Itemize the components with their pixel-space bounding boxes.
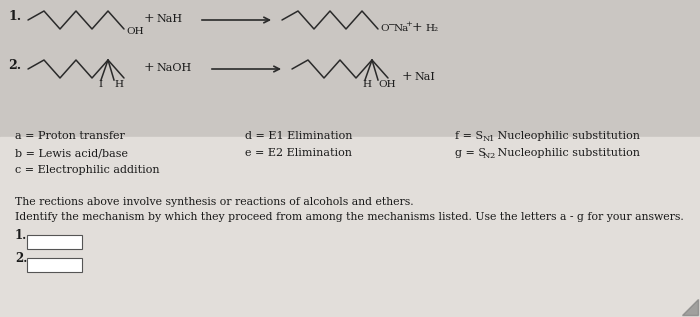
Text: f = S: f = S <box>455 131 483 141</box>
Text: 1.: 1. <box>8 10 21 23</box>
Text: Identify the mechanism by which they proceed from among the mechanisms listed. U: Identify the mechanism by which they pro… <box>15 212 684 222</box>
Text: +: + <box>402 70 412 83</box>
Text: OH: OH <box>126 27 144 36</box>
Text: The rections above involve synthesis or reactions of alcohols and ethers.: The rections above involve synthesis or … <box>15 197 414 207</box>
Text: Nucleophilic substitution: Nucleophilic substitution <box>494 148 640 158</box>
Text: 2.: 2. <box>8 59 21 72</box>
Text: Na: Na <box>394 24 410 33</box>
Text: c = Electrophilic addition: c = Electrophilic addition <box>15 165 160 175</box>
Text: H₂: H₂ <box>425 24 438 33</box>
Text: NaOH: NaOH <box>156 63 191 73</box>
Text: NaI: NaI <box>414 72 435 82</box>
Text: +: + <box>412 21 423 34</box>
Bar <box>0 137 700 317</box>
Text: N: N <box>483 152 491 160</box>
Text: d = E1 Elimination: d = E1 Elimination <box>245 131 353 141</box>
Text: 2.: 2. <box>15 252 27 265</box>
Text: 2: 2 <box>489 152 494 160</box>
Text: −: − <box>387 19 395 28</box>
Text: I: I <box>98 80 102 89</box>
Text: 1: 1 <box>489 135 494 143</box>
Text: N: N <box>483 135 491 143</box>
Text: +: + <box>144 61 155 74</box>
Text: a = Proton transfer: a = Proton transfer <box>15 131 125 141</box>
Text: H: H <box>362 80 371 89</box>
Text: OH: OH <box>378 80 395 89</box>
Polygon shape <box>682 299 698 315</box>
Text: b = Lewis acid/base: b = Lewis acid/base <box>15 148 128 158</box>
Text: e = E2 Elimination: e = E2 Elimination <box>245 148 352 158</box>
Text: H: H <box>114 80 123 89</box>
Text: +: + <box>144 12 155 25</box>
Text: 1.: 1. <box>15 229 27 242</box>
Text: +: + <box>405 20 412 28</box>
Text: g = S: g = S <box>455 148 486 158</box>
Text: Nucleophilic substitution: Nucleophilic substitution <box>494 131 640 141</box>
Text: NaH: NaH <box>156 14 182 24</box>
Text: O: O <box>380 24 389 33</box>
Bar <box>0 0 700 137</box>
Bar <box>27 235 82 249</box>
Bar <box>27 258 82 272</box>
